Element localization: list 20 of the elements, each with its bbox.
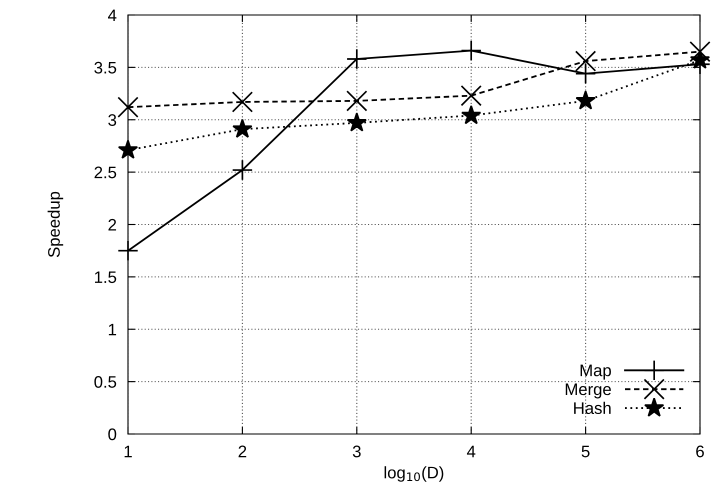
y-tick-label: 1 — [108, 324, 116, 336]
legend-label: Merge — [566, 384, 611, 398]
x-tick-label: 4 — [466, 446, 476, 458]
legend-label: Hash — [574, 402, 611, 414]
x-tick-label: 1 — [124, 446, 132, 458]
y-tick-label: 1.5 — [94, 271, 116, 284]
x-tick-label: 3 — [352, 446, 361, 458]
x-axis-title: log$_{10}$(D) — [384, 466, 444, 482]
y-tick-label: 0.5 — [94, 376, 116, 388]
y-tick-label: 3.5 — [94, 62, 116, 74]
x-tick-label: 6 — [696, 446, 704, 458]
y-tick-label: 0 — [108, 428, 116, 440]
y-tick-label: 2 — [108, 218, 116, 231]
x-tick-label: 5 — [582, 446, 590, 458]
y-tick-label: 4 — [108, 10, 116, 22]
y-axis-title: Speedup — [48, 192, 64, 258]
x-tick-label: 2 — [238, 446, 246, 458]
y-tick-label: 3 — [108, 114, 116, 126]
y-tick-label: 2.5 — [94, 166, 116, 178]
legend-label: Map — [580, 364, 611, 380]
